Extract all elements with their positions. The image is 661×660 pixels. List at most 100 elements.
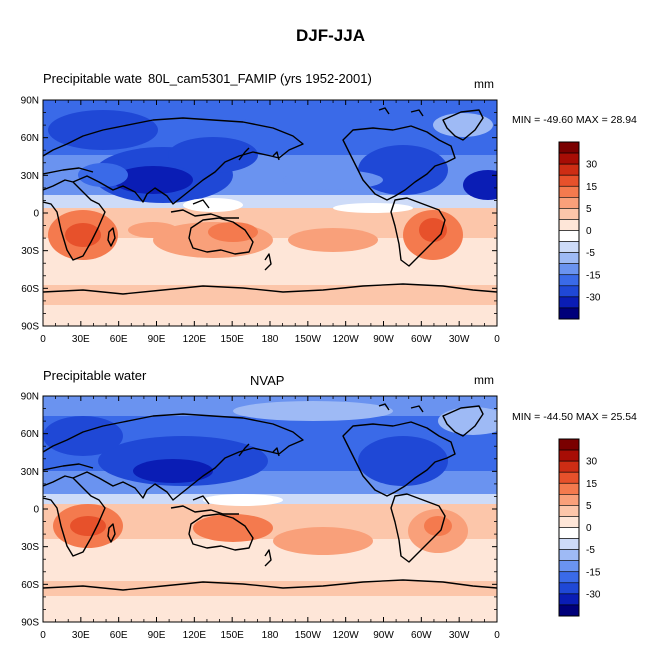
colorbar-label: -30 — [586, 589, 601, 600]
panel2-min-max: MIN = -44.50 MAX = 25.54 — [512, 411, 637, 423]
colorbar-label: -15 — [586, 270, 601, 281]
colorbar-label: -5 — [586, 248, 595, 259]
colorbar-label: -15 — [586, 567, 601, 578]
y-tick-label: 0 — [33, 505, 39, 516]
colorbar-swatch — [558, 263, 580, 276]
x-tick-label: 60W — [411, 630, 432, 641]
colorbar-label: -5 — [586, 545, 595, 556]
x-tick-label: 90E — [148, 334, 166, 345]
panel1-min-max: MIN = -49.60 MAX = 28.94 — [512, 114, 637, 126]
colorbar-swatch — [558, 163, 580, 176]
x-tick-label: 30E — [72, 630, 90, 641]
colorbar-swatch — [558, 197, 580, 209]
x-tick-label: 120E — [183, 630, 207, 641]
colorbar-swatch — [558, 560, 580, 573]
colorbar-swatch — [558, 482, 580, 495]
panel1-left-title: Precipitable wate — [43, 71, 142, 86]
axis-tick-labels: 0 30E 60E 90E 120E 150E 180 150W 120W 90W 60W 30W 09… — [21, 96, 501, 642]
colorbar-label: 5 — [586, 204, 592, 215]
colorbar-swatch — [558, 460, 580, 473]
panel1-contour-field — [43, 100, 497, 326]
x-tick-label: 120E — [183, 334, 207, 345]
x-tick-label: 150E — [220, 334, 244, 345]
x-tick-label: 90W — [373, 630, 394, 641]
axis-ticks — [42, 99, 498, 623]
panel2-units: mm — [474, 373, 494, 387]
x-tick-label: 60E — [110, 334, 128, 345]
colorbar-swatch — [558, 538, 580, 550]
x-tick-label: 60W — [411, 334, 432, 345]
x-tick-label: 180 — [262, 630, 279, 641]
colorbar-swatch — [558, 241, 580, 253]
colorbar-swatch — [558, 593, 580, 606]
colorbar-swatch — [558, 438, 580, 451]
panel1-center-title: 80L_cam5301_FAMIP (yrs 1952-2001) — [148, 71, 372, 86]
x-tick-label: 30E — [72, 334, 90, 345]
colorbar-label: 30 — [586, 160, 598, 171]
x-tick-label: 120W — [333, 334, 360, 345]
y-tick-label: 90N — [21, 96, 39, 107]
colorbar-swatch — [558, 208, 580, 220]
x-tick-label: 0 — [40, 630, 46, 641]
x-tick-label: 150W — [295, 334, 322, 345]
colorbar-label: 15 — [586, 182, 598, 193]
x-tick-label: 120W — [333, 630, 360, 641]
y-tick-label: 0 — [33, 209, 39, 220]
colorbar-swatch — [558, 296, 580, 309]
panel2-left-title: Precipitable water — [43, 368, 147, 383]
y-tick-label: 30S — [21, 542, 39, 553]
x-tick-label: 30W — [449, 630, 470, 641]
colorbar-swatch — [558, 582, 580, 595]
y-tick-label: 30N — [21, 171, 39, 182]
x-tick-label: 180 — [262, 334, 279, 345]
colorbar-frame — [558, 438, 580, 617]
y-tick-label: 30N — [21, 467, 39, 478]
colorbar-label: 15 — [586, 479, 598, 490]
x-tick-label: 90W — [373, 334, 394, 345]
colorbar-swatch — [558, 185, 580, 198]
y-tick-label: 60N — [21, 429, 39, 440]
colorbar-swatch — [558, 219, 580, 231]
panel2-contour-field — [43, 396, 497, 622]
colorbar-label: 0 — [586, 523, 592, 534]
colorbar-swatch — [558, 571, 580, 584]
y-tick-label: 60N — [21, 133, 39, 144]
x-tick-label: 60E — [110, 630, 128, 641]
colorbar-swatch — [558, 141, 580, 154]
colorbar-label: 30 — [586, 457, 598, 468]
panel1-units: mm — [474, 77, 494, 91]
colorbar-swatch — [558, 549, 580, 561]
y-tick-label: 30S — [21, 246, 39, 257]
colorbar-swatch — [558, 307, 580, 320]
x-tick-label: 30W — [449, 334, 470, 345]
colorbar-swatch — [558, 494, 580, 506]
colorbar-swatch — [558, 152, 580, 165]
colorbar-swatch — [558, 527, 580, 539]
colorbars: 30 15 5 0 -5 -15 -30 30 15 5 0 -5 -15 -30 — [558, 141, 601, 617]
figure-title: DJF-JJA — [296, 26, 365, 45]
y-tick-label: 90S — [21, 322, 39, 333]
colorbar-swatch — [558, 449, 580, 462]
colorbar-frame — [558, 141, 580, 320]
colorbar-swatch — [558, 516, 580, 528]
x-tick-label: 90E — [148, 630, 166, 641]
colorbar-swatch — [558, 230, 580, 242]
colorbar-label: 5 — [586, 501, 592, 512]
x-tick-label: 0 — [40, 334, 46, 345]
x-tick-label: 150E — [220, 630, 244, 641]
y-tick-label: 60S — [21, 284, 39, 295]
panel2-center-title: NVAP — [250, 373, 285, 388]
colorbar-label: 0 — [586, 226, 592, 237]
colorbar-swatch — [558, 604, 580, 617]
y-tick-label: 90S — [21, 618, 39, 629]
colorbar-swatch — [558, 274, 580, 287]
colorbar-swatch — [558, 285, 580, 298]
colorbar-swatch — [558, 252, 580, 264]
colorbar-swatch — [558, 505, 580, 517]
x-tick-label: 0 — [494, 334, 500, 345]
colorbar-swatch — [558, 174, 580, 187]
y-tick-label: 60S — [21, 580, 39, 591]
x-tick-label: 150W — [295, 630, 322, 641]
x-tick-label: 0 — [494, 630, 500, 641]
